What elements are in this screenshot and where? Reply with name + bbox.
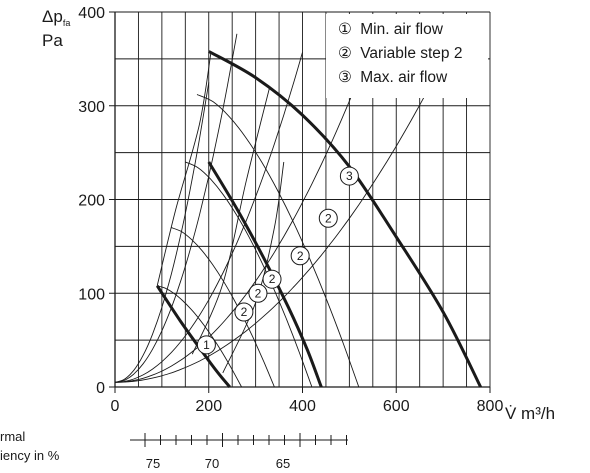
svg-text:Δpfa: Δpfa [42,7,70,28]
series-curve-1 [155,284,231,388]
efficiency-title-line-1: rmal [0,429,25,444]
curve-marker-circle [196,335,216,355]
y-tick-label: 300 [78,99,105,116]
x-tick-label: 0 [111,398,120,415]
curve-marker-circle [262,269,282,289]
x-axis-title: V̇ m³/h [505,404,555,423]
legend: ① Min. air flow ② Variable step 2 ③ Max.… [338,21,462,86]
legend-symbol-2: ② [338,45,352,62]
curve-marker-circle [234,302,254,322]
legend-label-3: Max. air flow [360,69,448,86]
curve-marker-label: 2 [241,305,248,319]
intermediate-fan-curve [171,227,275,388]
x-tick-label: 200 [195,398,222,415]
curve-marker-circle [339,166,359,186]
legend-symbol-1: ① [338,21,352,38]
efficiency-label: 65 [276,456,290,471]
curve-marker-label: 2 [297,249,304,263]
system-curve [114,82,210,383]
y-tick-label: 200 [78,193,105,210]
legend-item-1: ① Min. air flow [338,21,444,38]
legend-item-3: ③ Max. air flow [338,69,448,86]
axes: 0 200 400 600 800 0 100 200 300 400 [78,5,503,415]
curve-marker-circle [318,208,338,228]
efficiency-label: 70 [205,456,219,471]
efficiency-scale: rmal iency in % 75 70 65 [0,429,348,471]
intermediate-fan-curve [185,161,313,388]
efficiency-title-line-2: iency in % [0,448,60,463]
curve-marker-label: 1 [203,338,210,352]
curve-marker-label: 2 [255,286,262,300]
curve-marker-label: 2 [269,272,276,286]
efficiency-label: 75 [146,456,160,471]
y-tick-label: 0 [96,380,105,397]
x-tick-label: 800 [477,398,504,415]
x-tick-label: 400 [289,398,316,415]
efficiency-curve [191,86,271,355]
y-axis-unit: Pa [42,31,63,50]
efficiency-curve [156,51,212,286]
curve-marker-circle [290,246,310,266]
y-tick-label: 400 [78,5,105,22]
system-curve [114,52,303,383]
curve-marker-circle [248,283,268,303]
x-tick-label: 600 [383,398,410,415]
curve-marker-label: 3 [346,169,353,183]
y-axis-title: Δpfa Pa [42,7,70,50]
y-axis-symbol: Δp [42,7,63,26]
y-axis-subscript: fa [63,18,71,28]
legend-symbol-3: ③ [338,69,352,86]
curve-marker-label: 2 [325,211,332,225]
series-curve-3 [208,50,482,388]
legend-label-1: Min. air flow [360,21,443,38]
legend-box [326,14,488,98]
intermediate-fan-curve [157,285,242,388]
intermediate-fan-curve [196,94,360,388]
y-tick-label: 100 [78,286,105,303]
system-curve [114,54,369,383]
legend-item-2: ② Variable step 2 [338,45,462,62]
efficiency-ticks: 75 70 65 [130,433,348,471]
legend-label-2: Variable step 2 [360,45,462,62]
